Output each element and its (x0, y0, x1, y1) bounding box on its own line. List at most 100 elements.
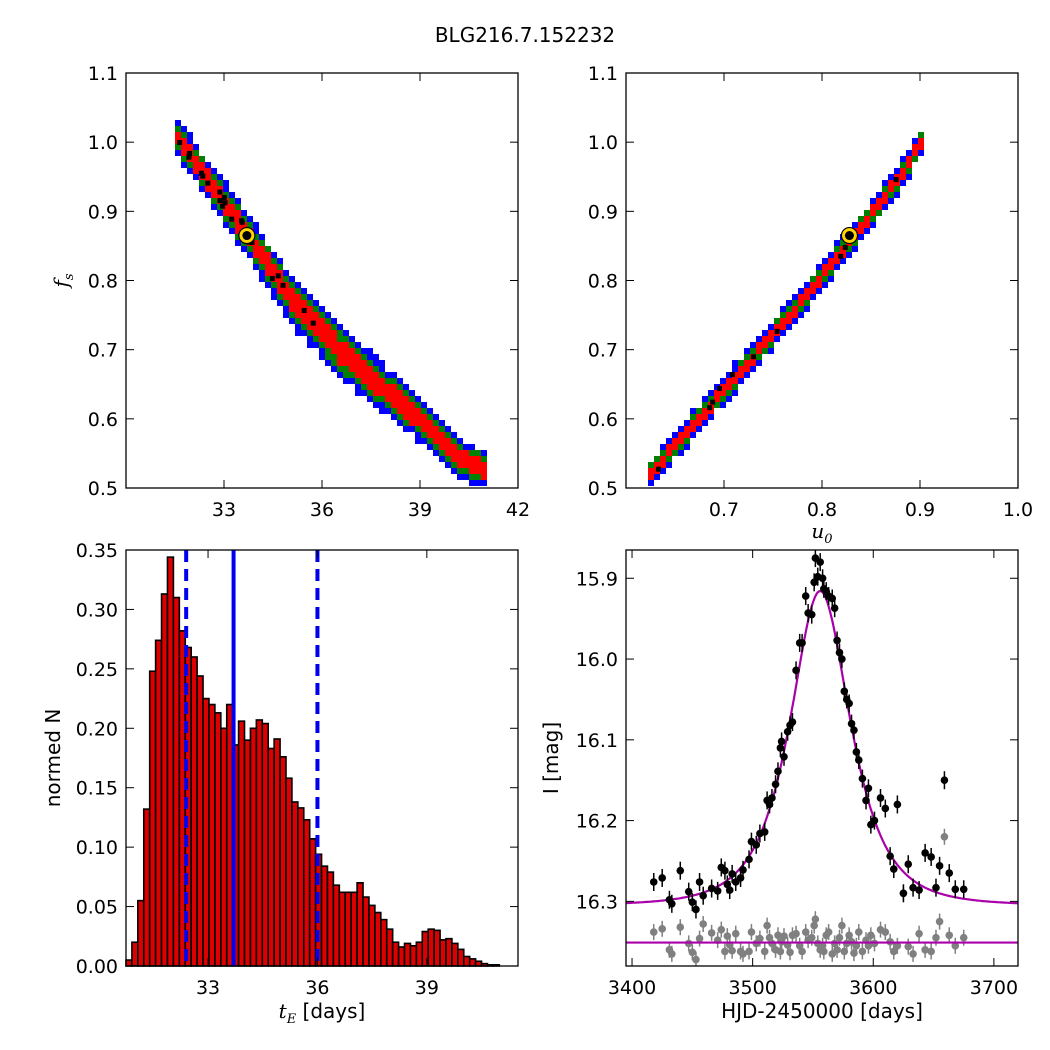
level-cell (253, 228, 259, 234)
panel1-ytick-label-2: 0.7 (588, 340, 618, 362)
level-cell (259, 234, 265, 240)
observation-point (921, 849, 929, 857)
level-cell (247, 252, 253, 258)
observation-point (676, 866, 685, 875)
residual-point (707, 929, 716, 937)
level-cell (331, 354, 337, 360)
residual-point (909, 950, 917, 958)
level-cell (397, 390, 403, 396)
level-cell (253, 240, 259, 246)
level-cell (738, 366, 744, 372)
level-cell (373, 360, 379, 366)
level-cell (235, 240, 241, 246)
observation-point (893, 800, 902, 809)
histogram-bar (457, 948, 465, 967)
level-cell (852, 246, 858, 252)
level-cell (235, 210, 241, 216)
level-cell (894, 174, 900, 180)
level-cell (451, 462, 457, 468)
observation-point (713, 887, 722, 895)
level-cell (445, 432, 451, 438)
panel1-xtick-label-1: 0.8 (807, 499, 837, 521)
level-cell (211, 180, 217, 186)
level-cell (475, 462, 481, 468)
level-cell (852, 222, 858, 228)
panel1-ytick-label-6: 1.1 (588, 63, 618, 85)
level-cell (259, 258, 265, 264)
level-cell (283, 276, 289, 282)
level-cell (187, 144, 193, 150)
level-cell (277, 264, 283, 270)
observation-point (707, 884, 716, 893)
panel3-ytick-label-0: 15.9 (576, 568, 618, 590)
level-cell (403, 384, 409, 390)
histogram-bar (451, 942, 459, 967)
level-cell (331, 366, 337, 372)
level-cell (331, 336, 337, 342)
level-cell (271, 270, 277, 276)
level-cell (433, 432, 439, 438)
observation-point (807, 610, 816, 619)
residual-point (798, 947, 806, 956)
residual-point (668, 950, 676, 958)
level-cell (283, 270, 289, 276)
level1-cell (893, 177, 899, 183)
level-cell (768, 348, 774, 354)
level-cell (427, 426, 433, 432)
level-cell (337, 324, 343, 330)
histogram-bar (379, 918, 388, 967)
level-cell (762, 348, 768, 354)
residual-point (760, 947, 769, 956)
residual-point (858, 947, 867, 956)
level-cell (912, 150, 918, 156)
level-cell (331, 318, 337, 324)
panel2-ytick-label-3: 0.15 (76, 778, 118, 800)
panel2-ytick-label-4: 0.20 (76, 718, 118, 740)
level-cell (834, 246, 840, 252)
level-cell (295, 294, 301, 300)
level-cell (421, 432, 427, 438)
level-cell (469, 444, 475, 450)
level-cell (235, 216, 241, 222)
level-cell (469, 474, 475, 480)
panel3-ytick-label-3: 16.2 (576, 811, 618, 833)
panel0-ytick-label-0: 0.5 (88, 478, 118, 500)
level-cell (463, 450, 469, 456)
residual-point (780, 932, 788, 940)
observation-point (752, 841, 761, 849)
level-cell (193, 144, 199, 150)
observation-point (668, 900, 676, 908)
level1-cell (280, 282, 286, 288)
level-cell (253, 264, 259, 270)
level-cell (900, 168, 906, 174)
level-cell (229, 228, 235, 234)
level-cell (427, 420, 433, 426)
level-cell (451, 438, 457, 444)
observation-point (959, 885, 968, 894)
level-cell (289, 294, 295, 300)
level-cell (876, 210, 882, 216)
level-cell (708, 390, 714, 396)
level-cell (361, 384, 367, 390)
level-cell (241, 246, 247, 252)
level-cell (301, 324, 307, 330)
histogram-bar (427, 928, 435, 967)
residual-point (927, 947, 935, 956)
level-cell (331, 342, 337, 348)
level-cell (744, 360, 750, 366)
level-cell (882, 198, 888, 204)
level-cell (385, 396, 391, 402)
residual-point (838, 921, 846, 930)
level-cell (804, 288, 810, 294)
level-cell (313, 312, 319, 318)
level-cell (912, 144, 918, 150)
level-cell (199, 186, 205, 192)
level-cell (367, 354, 373, 360)
level-cell (906, 162, 912, 168)
level-cell (367, 378, 373, 384)
level-cell (289, 306, 295, 312)
level-cell (648, 474, 654, 480)
level-cell (475, 480, 481, 486)
level-cell (409, 390, 415, 396)
observation-point (889, 865, 898, 873)
